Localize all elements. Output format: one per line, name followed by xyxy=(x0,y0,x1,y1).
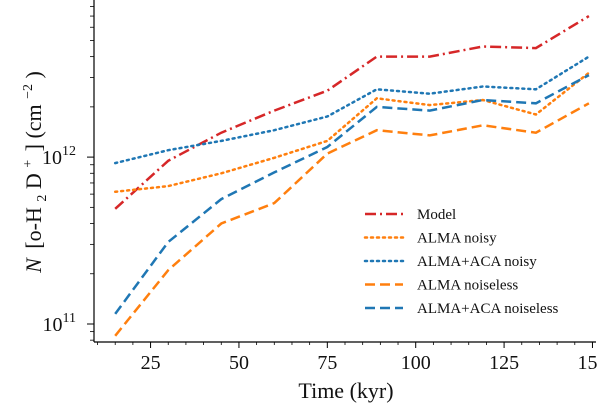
x-tick-label: 100 xyxy=(401,352,431,374)
axes-frame xyxy=(93,0,596,343)
legend: Model ALMA noisy ALMA+ACA noisy ALMA noisel… xyxy=(363,207,559,317)
series-line-alma-aca-noisy xyxy=(113,55,591,165)
legend-label: ALMA noiseless xyxy=(417,278,518,294)
x-tick-label: 25 xyxy=(141,352,161,374)
x-tick-label: 50 xyxy=(229,352,249,374)
legend-label: Model xyxy=(417,207,456,223)
y-axis-ticks: 1011 1012 xyxy=(42,5,94,341)
series-line-alma-noisy xyxy=(113,71,591,194)
x-axis-label: Time (kyr) xyxy=(298,378,393,403)
y-tick-label: 1012 xyxy=(42,144,76,169)
y-axis-label: N [o-H 2 D + ] (cm −2 ) xyxy=(12,71,51,274)
x-tick-label: 125 xyxy=(489,352,519,374)
x-tick-label: 150 xyxy=(577,352,598,374)
legend-label: ALMA+ACA noisy xyxy=(417,254,537,270)
legend-label: ALMA noisy xyxy=(417,231,497,247)
series-line-alma-aca-noiseless xyxy=(114,73,590,315)
legend-label: ALMA+ACA noiseless xyxy=(417,301,559,317)
series-lines xyxy=(113,15,591,337)
series-line-model xyxy=(114,15,590,210)
series-line-alma-noiseless xyxy=(114,102,590,337)
y-tick-label: 1011 xyxy=(43,311,76,336)
x-tick-label: 75 xyxy=(317,352,337,374)
x-axis-ticks: 25 50 75 100 125 150 xyxy=(97,342,598,374)
